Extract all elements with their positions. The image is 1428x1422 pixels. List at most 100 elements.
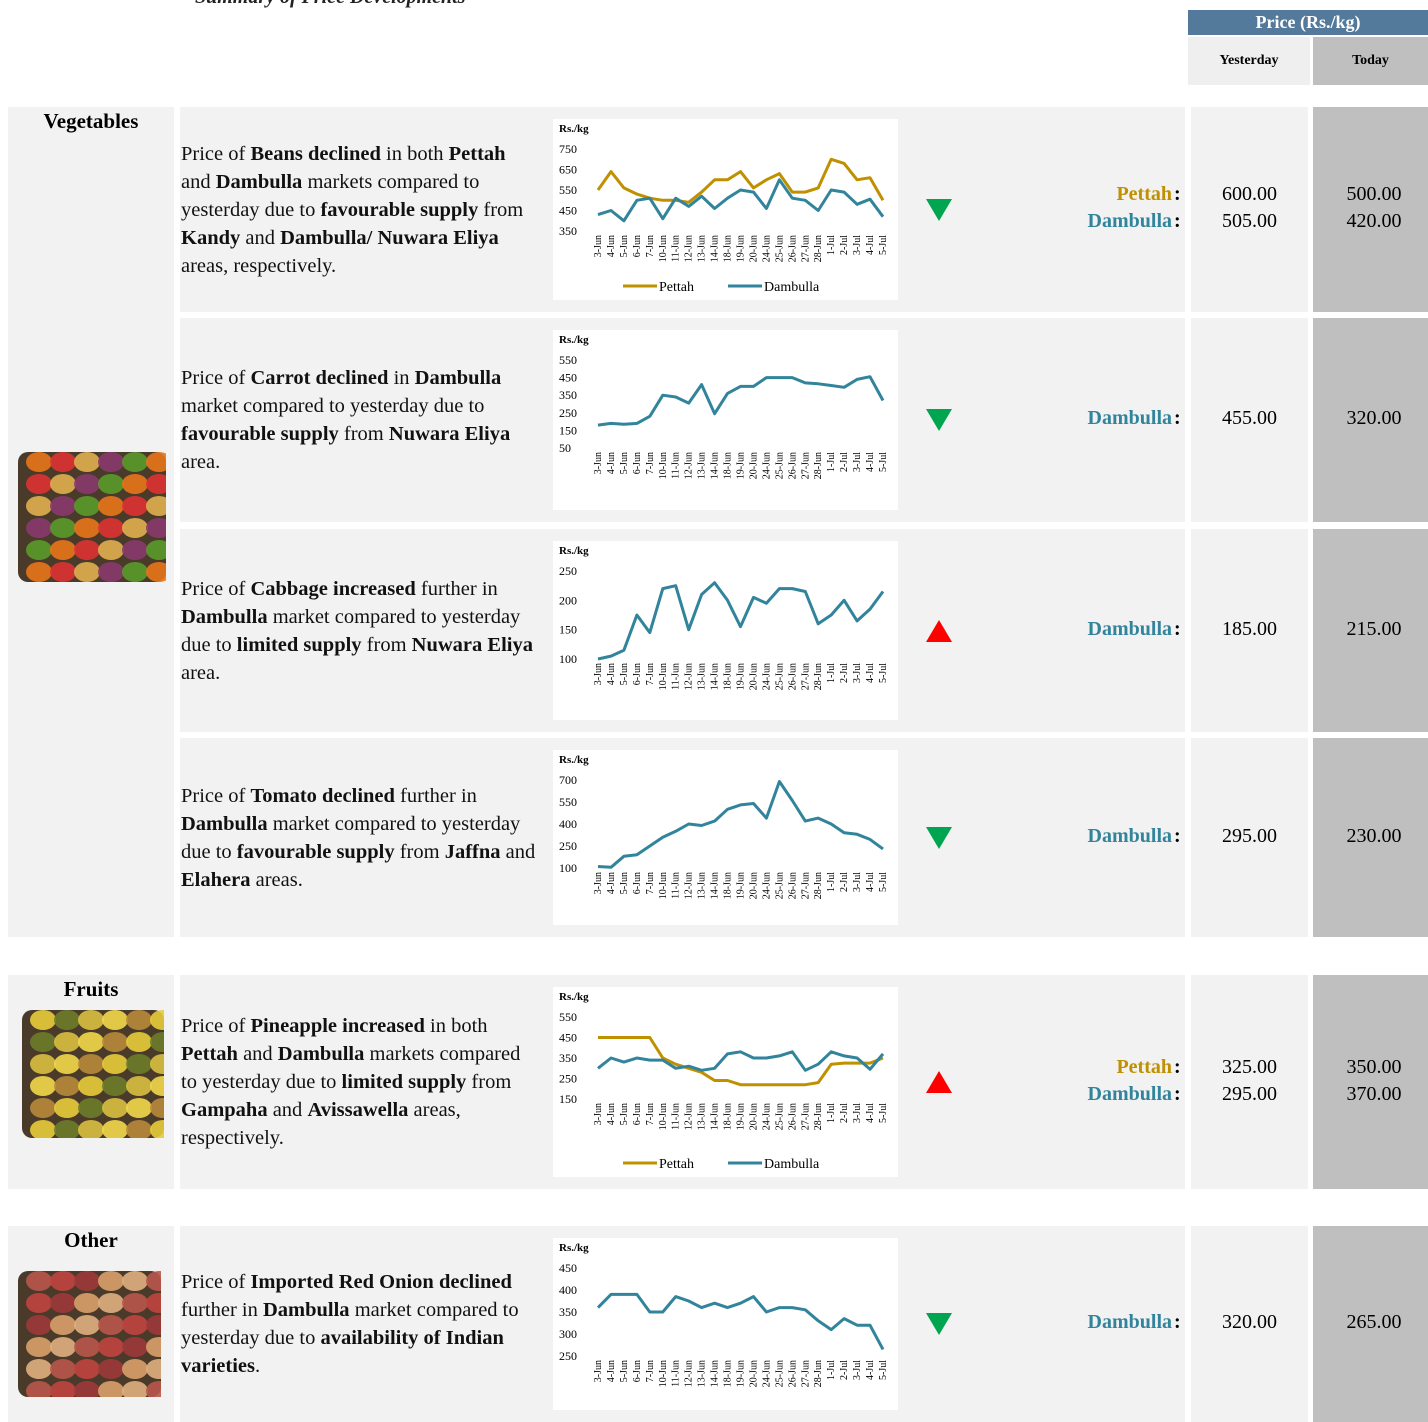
x-tick-label: 3-Jun bbox=[593, 452, 604, 474]
y-tick-label: 250 bbox=[559, 564, 577, 578]
bold-text: Dambulla bbox=[263, 1299, 350, 1321]
bold-text: Carrot declined bbox=[250, 367, 388, 389]
x-tick-label: 26-Jun bbox=[787, 235, 798, 262]
yesterday-price: 600.00 bbox=[1191, 183, 1308, 206]
text: from bbox=[395, 841, 445, 863]
today-price: 350.00 bbox=[1313, 1056, 1428, 1079]
image-shape bbox=[122, 1293, 148, 1313]
text: Price of bbox=[181, 1271, 250, 1293]
y-tick-label: 350 bbox=[559, 224, 577, 238]
today-price: 320.00 bbox=[1313, 407, 1428, 430]
image-shape bbox=[26, 1337, 52, 1357]
x-tick-label: 3-Jun bbox=[593, 1103, 604, 1125]
x-tick-label: 4-Jun bbox=[606, 1103, 617, 1125]
market-name: Dambulla bbox=[900, 618, 1172, 641]
yesterday-price: 455.00 bbox=[1191, 407, 1308, 430]
x-tick-label: 25-Jun bbox=[774, 872, 785, 899]
x-tick-label: 26-Jun bbox=[787, 452, 798, 479]
x-tick-label: 28-Jun bbox=[813, 235, 824, 262]
x-tick-label: 2-Jul bbox=[839, 872, 850, 892]
text: Price of bbox=[181, 143, 250, 165]
separator: : bbox=[1174, 210, 1181, 233]
x-tick-label: 2-Jul bbox=[839, 452, 850, 472]
y-tick-label: 750 bbox=[559, 142, 577, 156]
image-shape bbox=[98, 1271, 124, 1291]
x-tick-label: 28-Jun bbox=[813, 452, 824, 479]
x-tick-label: 18-Jun bbox=[723, 452, 734, 479]
bold-text: Nuwara Eliya bbox=[412, 634, 533, 656]
x-tick-label: 7-Jun bbox=[645, 1360, 656, 1382]
bold-text: Gampaha bbox=[181, 1099, 268, 1121]
x-tick-label: 19-Jun bbox=[736, 235, 747, 262]
bold-text: Dambulla bbox=[278, 1043, 365, 1065]
x-tick-label: 28-Jun bbox=[813, 872, 824, 899]
x-tick-label: 5-Jun bbox=[619, 663, 630, 685]
y-axis-label: Rs./kg bbox=[559, 754, 589, 766]
market-name: Dambulla bbox=[900, 407, 1172, 430]
separator: : bbox=[1174, 1083, 1181, 1106]
image-shape bbox=[98, 518, 124, 538]
y-tick-label: 250 bbox=[559, 1072, 577, 1086]
y-axis-label: Rs./kg bbox=[559, 991, 589, 1003]
series-line bbox=[598, 1052, 883, 1071]
x-tick-label: 12-Jun bbox=[684, 235, 695, 262]
x-tick-label: 25-Jun bbox=[774, 235, 785, 262]
yesterday-price: 325.00 bbox=[1191, 1056, 1308, 1079]
image-shape bbox=[98, 540, 124, 560]
image-shape bbox=[126, 1098, 152, 1118]
line-chart: Rs./kg1002504005507003-Jun4-Jun5-Jun6-Ju… bbox=[553, 750, 898, 925]
bold-text: Jaffna bbox=[445, 841, 501, 863]
x-tick-label: 18-Jun bbox=[723, 1103, 734, 1130]
x-tick-label: 3-Jun bbox=[593, 663, 604, 685]
image-shape bbox=[30, 1098, 56, 1118]
image-shape bbox=[74, 540, 100, 560]
text: and bbox=[238, 1043, 278, 1065]
bold-text: Kandy bbox=[181, 227, 240, 249]
text: market compared to yesterday due to bbox=[181, 395, 484, 417]
y-tick-label: 150 bbox=[559, 423, 577, 437]
description: Price of Pineapple increased in both Pet… bbox=[181, 975, 536, 1189]
market-name: Pettah bbox=[900, 1056, 1172, 1079]
x-tick-label: 19-Jun bbox=[736, 452, 747, 479]
y-tick-label: 450 bbox=[559, 204, 577, 218]
x-tick-label: 14-Jun bbox=[710, 1360, 721, 1387]
image-shape bbox=[74, 518, 100, 538]
x-tick-label: 4-Jun bbox=[606, 663, 617, 685]
legend-label: Dambulla bbox=[764, 280, 820, 295]
image-shape bbox=[50, 518, 76, 538]
x-tick-label: 13-Jun bbox=[697, 872, 708, 899]
image-shape bbox=[74, 1293, 100, 1313]
y-tick-label: 250 bbox=[559, 839, 577, 853]
image-shape bbox=[98, 1337, 124, 1357]
y-tick-label: 250 bbox=[559, 1349, 577, 1363]
x-tick-label: 13-Jun bbox=[697, 663, 708, 690]
x-tick-label: 3-Jun bbox=[593, 872, 604, 894]
x-tick-label: 5-Jul bbox=[878, 872, 889, 892]
y-tick-label: 550 bbox=[559, 353, 577, 367]
image-shape bbox=[74, 562, 100, 582]
x-tick-label: 25-Jun bbox=[774, 1103, 785, 1130]
x-tick-label: 10-Jun bbox=[658, 452, 669, 479]
x-tick-label: 6-Jun bbox=[632, 452, 643, 474]
x-tick-label: 4-Jul bbox=[865, 1103, 876, 1123]
description-text: Price of Pineapple increased in both Pet… bbox=[181, 1012, 536, 1152]
y-tick-label: 150 bbox=[559, 1092, 577, 1106]
x-tick-label: 5-Jul bbox=[878, 452, 889, 472]
x-tick-label: 10-Jun bbox=[658, 235, 669, 262]
category-name: Fruits bbox=[8, 977, 174, 1002]
yesterday-price: 505.00 bbox=[1191, 210, 1308, 233]
x-tick-label: 12-Jun bbox=[684, 663, 695, 690]
today-header: Today bbox=[1313, 37, 1428, 85]
image-shape bbox=[102, 1010, 128, 1030]
image-shape bbox=[78, 1054, 104, 1074]
series-line bbox=[598, 159, 883, 202]
x-tick-label: 1-Jul bbox=[826, 452, 837, 472]
description: Price of Imported Red Onion declined fur… bbox=[181, 1226, 536, 1422]
y-axis-label: Rs./kg bbox=[559, 1242, 589, 1254]
x-tick-label: 7-Jun bbox=[645, 1103, 656, 1125]
x-tick-label: 12-Jun bbox=[684, 452, 695, 479]
text: in both bbox=[381, 143, 449, 165]
image-shape bbox=[74, 496, 100, 516]
x-tick-label: 3-Jul bbox=[852, 235, 863, 255]
bold-text: Elahera bbox=[181, 869, 250, 891]
